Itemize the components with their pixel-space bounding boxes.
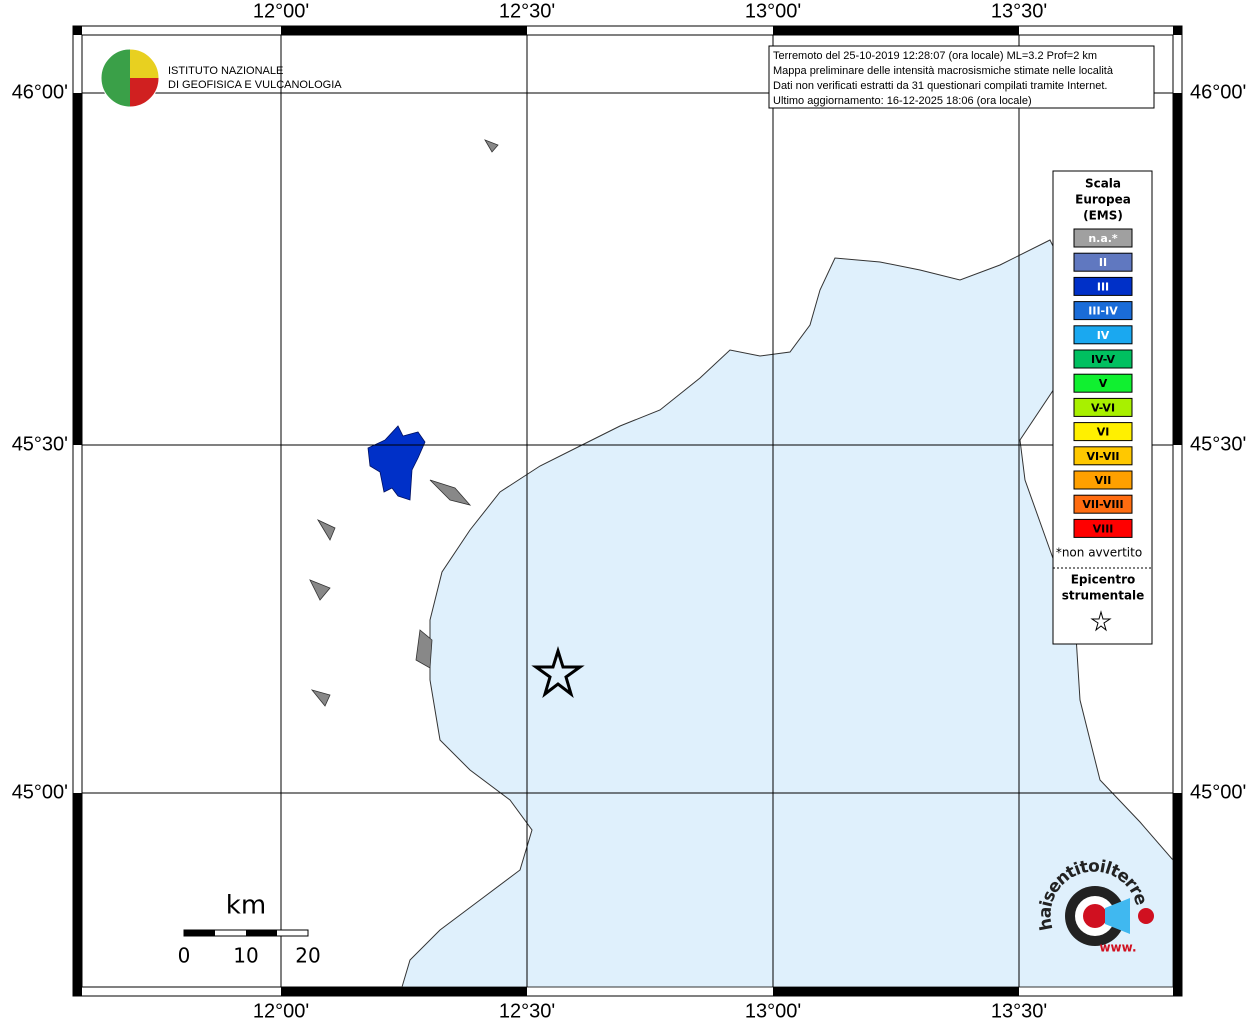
legend-label: VIII <box>1093 522 1114 535</box>
legend-title: Scala <box>1085 177 1121 191</box>
legend-label: n.a.* <box>1088 232 1118 245</box>
lat-label: 46°00' <box>1190 81 1246 103</box>
lat-label: 46°00' <box>12 81 68 103</box>
institute-name: DI GEOFISICA E VULCANOLOGIA <box>168 79 342 91</box>
lagoon <box>309 139 499 707</box>
legend-swatch <box>1073 228 1133 248</box>
scale-bar: km 0 10 20 <box>178 891 321 968</box>
scale-unit: km <box>226 891 266 921</box>
legend-label: VI <box>1097 426 1110 439</box>
legend-swatch <box>1073 518 1133 538</box>
legend-swatch <box>1073 349 1133 369</box>
legend-title: (EMS) <box>1083 209 1123 223</box>
lon-label: 13°30' <box>991 1000 1047 1022</box>
info-text: Terremoto del 25-10-2019 12:28:07 (ora l… <box>773 50 1114 107</box>
legend-label: VI-VII <box>1086 450 1119 463</box>
legend-label: III <box>1097 280 1109 293</box>
legend-swatch <box>1073 276 1133 296</box>
lon-label: 13°30' <box>991 0 1047 22</box>
info-line: Dati non verificati estratti da 31 quest… <box>773 80 1107 92</box>
legend-swatch <box>1073 325 1133 345</box>
frame-bars <box>73 26 1182 996</box>
sea <box>401 239 1174 988</box>
scale-label: 0 <box>178 944 191 968</box>
legend-swatch <box>1073 301 1133 321</box>
legend-swatch <box>1073 252 1133 272</box>
lon-label: 12°00' <box>253 0 309 22</box>
legend-label: VII-VIII <box>1082 498 1123 511</box>
legend-epicenter: strumentale <box>1062 589 1145 603</box>
legend-swatch <box>1073 494 1133 514</box>
legend-label: V <box>1099 377 1108 390</box>
legend-label: II <box>1099 256 1107 269</box>
epicenter-star <box>531 645 585 699</box>
legend-label: IV <box>1097 329 1110 342</box>
legend-label: IV-V <box>1091 353 1116 366</box>
legend-swatch <box>1073 446 1133 466</box>
lon-label: 12°30' <box>499 0 555 22</box>
legend-title: Europea <box>1075 193 1131 207</box>
lon-label: 13°00' <box>745 0 801 22</box>
lat-label: 45°00' <box>12 781 68 803</box>
lon-label: 12°30' <box>499 1000 555 1022</box>
info-line: Ultimo aggiornamento: 16-12-2025 18:06 (… <box>773 95 1032 107</box>
legend-label: III-IV <box>1088 305 1118 318</box>
lat-label: 45°30' <box>12 433 68 455</box>
lat-label: 45°30' <box>1190 433 1246 455</box>
legend-swatch <box>1073 470 1133 490</box>
lon-label: 12°00' <box>253 1000 309 1022</box>
legend-swatch <box>1073 373 1133 393</box>
legend-swatch <box>1073 397 1133 417</box>
legend-note: *non avvertito <box>1056 546 1142 560</box>
info-box <box>768 45 1155 109</box>
legend-label: VII <box>1095 474 1112 487</box>
legend-label: V-VI <box>1091 401 1115 414</box>
institute-name: ISTITUTO NAZIONALE <box>168 65 283 77</box>
ingv-logo: ISTITUTO NAZIONALE DI GEOFISICA E VULCAN… <box>100 48 342 108</box>
info-line: Mappa preliminare delle intensità macros… <box>773 65 1114 77</box>
lat-label: 45°00' <box>1190 781 1246 803</box>
scale-label: 10 <box>233 944 258 968</box>
legend: Scala Europea (EMS) *non avvertito Epice… <box>1053 177 1152 632</box>
info-line: Terremoto del 25-10-2019 12:28:07 (ora l… <box>773 50 1097 62</box>
scale-label: 20 <box>295 944 320 968</box>
lon-label: 13°00' <box>745 1000 801 1022</box>
legend-swatch <box>1073 422 1133 442</box>
logo-www: www. <box>1099 941 1136 955</box>
legend-epicenter: Epicentro <box>1071 573 1136 587</box>
